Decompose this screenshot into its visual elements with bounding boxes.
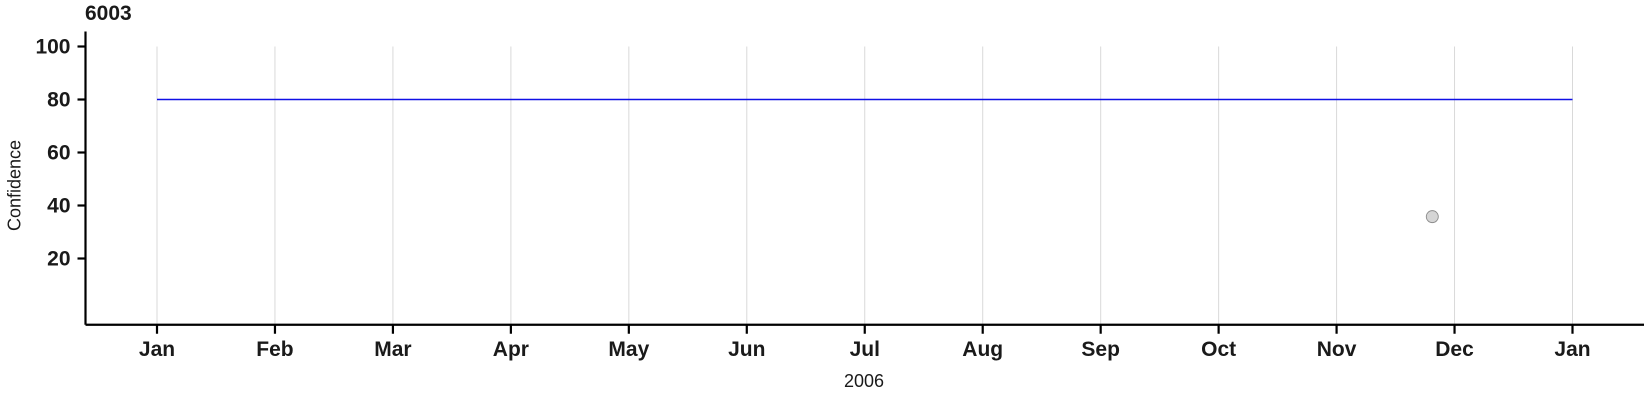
svg-text:100: 100 <box>35 36 70 59</box>
svg-text:Jul: Jul <box>850 338 880 361</box>
svg-text:60: 60 <box>47 142 70 165</box>
svg-text:Jan: Jan <box>1554 338 1590 361</box>
svg-text:Feb: Feb <box>256 338 293 361</box>
svg-text:40: 40 <box>47 195 70 218</box>
svg-text:Nov: Nov <box>1317 338 1357 361</box>
svg-text:Jun: Jun <box>728 338 765 361</box>
svg-text:Apr: Apr <box>493 338 529 361</box>
svg-text:Oct: Oct <box>1201 338 1236 361</box>
svg-text:Aug: Aug <box>962 338 1003 361</box>
svg-text:May: May <box>608 338 649 361</box>
svg-text:Mar: Mar <box>374 338 411 361</box>
svg-text:Sep: Sep <box>1081 338 1120 361</box>
svg-text:20: 20 <box>47 248 70 271</box>
svg-text:80: 80 <box>47 89 70 112</box>
svg-text:Jan: Jan <box>139 338 175 361</box>
svg-text:Dec: Dec <box>1435 338 1474 361</box>
